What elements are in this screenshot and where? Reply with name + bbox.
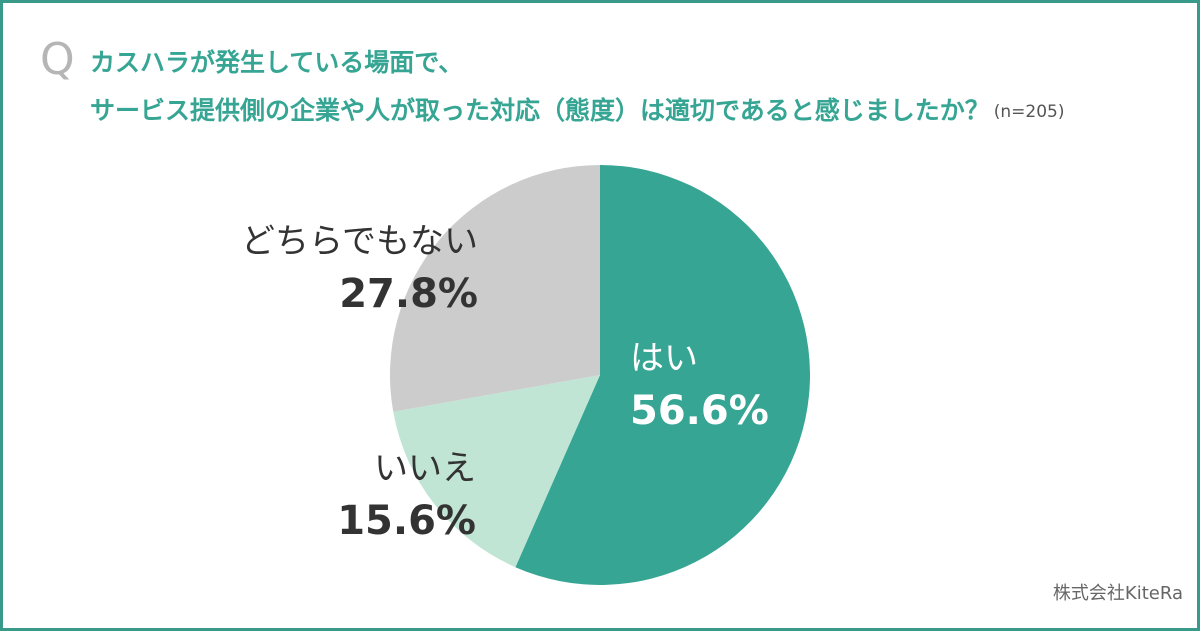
pie-slice xyxy=(393,375,600,568)
slice-value: 56.6% xyxy=(630,388,769,434)
q-marker: Q xyxy=(40,34,75,85)
source: 株式会社KiteRa xyxy=(1053,583,1183,604)
subtitle: (n=205) xyxy=(994,102,1065,122)
pie-slice xyxy=(389,165,600,412)
slice-label: どちらでもない xyxy=(241,222,478,262)
title-line: サービス提供側の企業や人が取った対応（態度）は適切であると感じましたか？ xyxy=(90,96,990,125)
slice-label: はい xyxy=(630,339,698,379)
title-row: サービス提供側の企業や人が取った対応（態度）は適切であると感じましたか？ (n=2… xyxy=(90,96,1065,125)
slice-value: 15.6% xyxy=(337,498,476,544)
slice-label: いいえ xyxy=(374,449,476,489)
title-line: カスハラが発生している場面で、 xyxy=(90,48,463,77)
pie xyxy=(389,165,811,585)
slice-value: 27.8% xyxy=(339,271,478,317)
pie-slice xyxy=(515,165,811,585)
